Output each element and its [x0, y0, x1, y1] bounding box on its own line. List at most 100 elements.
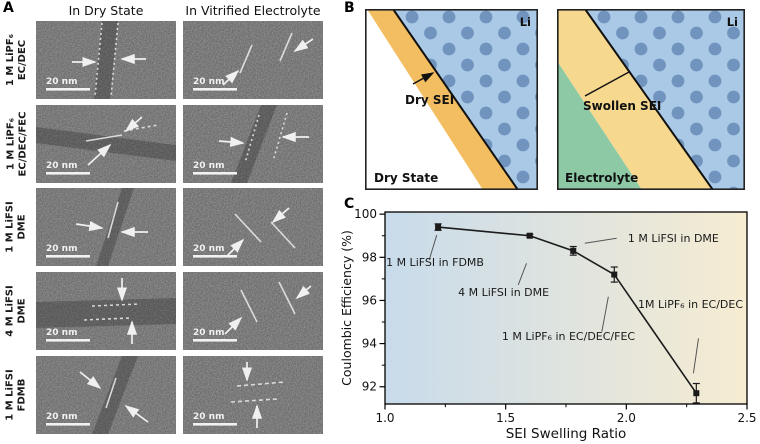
svg-text:2.5: 2.5 [737, 411, 756, 425]
svg-text:20 nm: 20 nm [46, 161, 77, 171]
dry-sei-label: Dry SEI [405, 93, 454, 107]
scale-bar: 20 nm [46, 412, 90, 426]
sei-pointer-arrow-icon [224, 316, 243, 335]
svg-text:1M LiPF₆ in EC/DEC: 1M LiPF₆ in EC/DEC [638, 298, 743, 311]
sei-bright-line [270, 221, 296, 249]
tem-micrograph-dry-row1: 20 nm [36, 21, 176, 99]
panel-a-label: A [3, 0, 14, 16]
sei-bright-line [83, 317, 131, 321]
sei-bright-line [94, 22, 103, 98]
dry-sei-band [367, 9, 518, 190]
y-axis-title: Coulombic Efficiency (%) [340, 230, 354, 386]
sei-bright-line [107, 201, 119, 239]
svg-text:92: 92 [362, 380, 377, 394]
data-point-marker [435, 224, 442, 231]
svg-text:1 M LiPF₆ in EC/DEC/FEC: 1 M LiPF₆ in EC/DEC/FEC [502, 330, 635, 343]
svg-text:94: 94 [362, 337, 377, 351]
tem-micrograph-wet-row2: 20 nm [183, 105, 323, 183]
sei-pointer-arrow-icon [295, 285, 312, 300]
tem-micrograph-dry-row3: 20 nm [36, 188, 176, 266]
scale-bar: 20 nm [46, 244, 90, 258]
row-label-lifsi-dme: 1 M LiFSI DME [0, 188, 34, 266]
schematic-dry-sei: Li Dry SEI Dry State [365, 9, 538, 190]
tem-micrograph-dry-row2: 20 nm [36, 105, 176, 183]
sei-dark-band [231, 105, 277, 183]
lithium-region [393, 9, 538, 190]
electrolyte-region [557, 61, 642, 190]
svg-text:96: 96 [362, 293, 377, 307]
svg-text:20 nm: 20 nm [193, 328, 224, 338]
scale-bar: 20 nm [193, 412, 237, 426]
svg-text:20 nm: 20 nm [193, 412, 224, 422]
axes: 1.0 1.5 2.0 2.5 92 94 96 98 100 [354, 207, 756, 425]
li-label: Li [727, 15, 738, 29]
svg-text:2.0: 2.0 [617, 411, 636, 425]
data-point-marker [570, 247, 577, 254]
coulombic-efficiency-chart: 1.0 1.5 2.0 2.5 92 94 96 98 100 SEI Swelling Rati… [340, 207, 757, 442]
sei-pointer-arrow-icon [124, 405, 149, 423]
sei-bright-line [278, 281, 296, 315]
sei-pointer-arrow-icon [75, 221, 104, 232]
panel-b-label: B [344, 0, 355, 16]
scale-bar: 20 nm [193, 77, 237, 91]
plot-area [385, 212, 747, 404]
electrolyte-name: 1 M LiFSI [5, 201, 16, 253]
solvent-name: EC/DEC [17, 39, 28, 81]
sei-bright-line [85, 134, 123, 142]
chart-annotation: 4 M LiFSI in DME [458, 263, 549, 299]
column-header-vitrified: In Vitrified Electrolyte [185, 3, 321, 18]
svg-text:1.5: 1.5 [496, 411, 515, 425]
solvent-name: DME [17, 214, 28, 240]
svg-text:4 M LiFSI in DME: 4 M LiFSI in DME [458, 286, 549, 299]
electrolyte-label: Electrolyte [565, 171, 638, 185]
row-label-lipf6-ecdecfec: 1 M LiPF₆ EC/DEC/FEC [0, 105, 34, 183]
schematic-swollen-sei: Li Swollen SEI Electrolyte [557, 9, 745, 190]
sei-bright-line [239, 44, 253, 74]
box-border [365, 9, 538, 190]
electrolyte-name: 1 M LiPF₆ [5, 33, 16, 87]
tem-micrograph-wet-row1: 20 nm [183, 21, 323, 99]
sei-bright-line [230, 398, 278, 403]
data-series [434, 223, 700, 404]
svg-text:98: 98 [362, 250, 377, 264]
sei-dark-band [36, 298, 176, 328]
chart-annotation: 1 M LiFSI in FDMB [386, 234, 484, 269]
sei-bright-line [240, 289, 258, 323]
swollen-sei-label: Swollen SEI [583, 99, 661, 113]
scale-bar: 20 nm [193, 161, 237, 175]
chart-annotation: 1 M LiPF₆ in EC/DEC/FEC [502, 296, 635, 343]
scale-bar: 20 nm [193, 328, 237, 342]
electrolyte-name: 1 M LiFSI [5, 369, 16, 421]
sei-pointer-arrow-icon [222, 69, 240, 86]
tem-micrograph-dry-row4: 20 nm [36, 272, 176, 350]
row-label-lipf6-ecdec: 1 M LiPF₆ EC/DEC [0, 21, 34, 99]
sei-pointer-arrow-icon [226, 238, 245, 257]
dry-state-label: Dry State [374, 171, 438, 185]
svg-text:1 M LiFSI in FDMB: 1 M LiFSI in FDMB [386, 256, 484, 269]
sei-bright-line [279, 32, 293, 62]
box-border [557, 9, 745, 190]
row-label-4m-lifsi-dme: 4 M LiFSI DME [0, 272, 34, 350]
scale-bar: 20 nm [46, 161, 90, 175]
sei-bright-line [244, 114, 260, 164]
sei-li-interface-line [392, 9, 519, 190]
svg-text:20 nm: 20 nm [193, 161, 224, 171]
lithium-region [585, 9, 745, 190]
sei-bright-line [110, 22, 119, 98]
tem-micrograph-dry-row5: 20 nm [36, 356, 176, 434]
scale-bar: 20 nm [46, 77, 90, 91]
data-point-marker [611, 271, 618, 278]
sei-dark-band [92, 356, 138, 434]
li-label: Li [520, 15, 531, 29]
tem-micrograph-wet-row5: 20 nm [183, 356, 323, 434]
sei-bright-line [234, 213, 262, 243]
data-point-marker [693, 390, 700, 397]
svg-text:20 nm: 20 nm [46, 77, 77, 87]
sei-bright-line [91, 303, 141, 307]
tem-micrograph-wet-row4: 20 nm [183, 272, 323, 350]
electrolyte-name: 4 M LiFSI [5, 285, 16, 337]
sei-bright-line [272, 112, 288, 162]
scale-bar: 20 nm [46, 328, 90, 342]
solvent-name: FDMB [17, 378, 28, 412]
